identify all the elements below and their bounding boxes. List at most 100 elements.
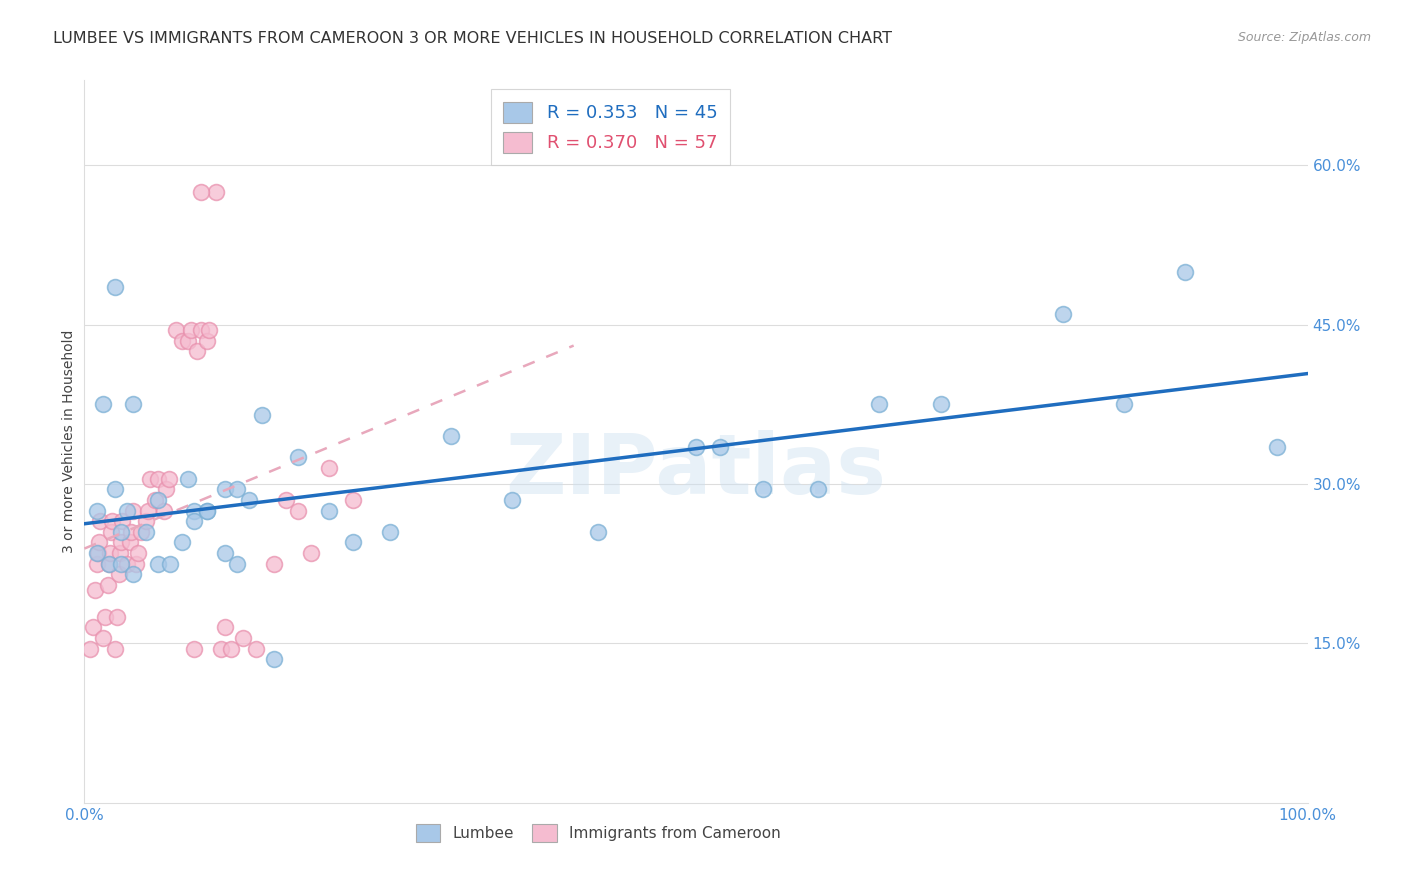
Point <box>87 535 110 549</box>
Point <box>100 524 122 539</box>
Point <box>214 483 236 497</box>
Point <box>98 546 121 560</box>
Point <box>440 429 463 443</box>
Point <box>122 503 145 517</box>
Point <box>104 483 127 497</box>
Point <box>380 524 402 539</box>
Legend: Lumbee, Immigrants from Cameroon: Lumbee, Immigrants from Cameroon <box>408 816 789 849</box>
Point <box>115 503 138 517</box>
Point <box>135 524 157 539</box>
Point <box>146 472 169 486</box>
Point <box>86 503 108 517</box>
Point <box>110 535 132 549</box>
Point <box>159 557 181 571</box>
Point <box>86 546 108 560</box>
Point <box>146 557 169 571</box>
Point <box>177 472 200 486</box>
Point <box>214 546 236 560</box>
Point <box>245 641 267 656</box>
Point <box>89 514 111 528</box>
Point <box>183 503 205 517</box>
Point <box>318 461 340 475</box>
Point <box>1265 440 1288 454</box>
Point <box>127 546 149 560</box>
Point <box>153 503 176 517</box>
Point <box>122 567 145 582</box>
Point <box>146 493 169 508</box>
Point <box>232 631 254 645</box>
Point <box>172 334 194 348</box>
Point <box>214 620 236 634</box>
Point <box>97 557 120 571</box>
Point <box>110 557 132 571</box>
Point <box>342 535 364 549</box>
Point <box>195 503 218 517</box>
Point <box>183 514 205 528</box>
Point <box>1114 397 1136 411</box>
Point <box>110 524 132 539</box>
Point <box>502 493 524 508</box>
Point <box>238 493 260 508</box>
Point <box>709 440 731 454</box>
Point <box>94 610 117 624</box>
Point <box>250 408 273 422</box>
Text: ZIPatlas: ZIPatlas <box>506 430 886 511</box>
Point <box>157 472 180 486</box>
Point <box>263 652 285 666</box>
Point <box>219 641 242 656</box>
Point <box>101 514 124 528</box>
Y-axis label: 3 or more Vehicles in Household: 3 or more Vehicles in Household <box>62 330 76 553</box>
Point <box>318 503 340 517</box>
Point <box>104 280 127 294</box>
Point <box>84 583 107 598</box>
Point <box>172 535 194 549</box>
Point <box>195 334 218 348</box>
Point <box>183 641 205 656</box>
Point <box>226 483 249 497</box>
Point <box>299 546 322 560</box>
Point <box>869 397 891 411</box>
Point <box>97 557 120 571</box>
Point <box>82 620 104 634</box>
Point <box>287 503 309 517</box>
Point <box>752 483 775 497</box>
Point <box>287 450 309 465</box>
Point <box>342 493 364 508</box>
Point <box>155 483 177 497</box>
Point <box>105 610 128 624</box>
Point <box>87 546 110 560</box>
Point <box>107 567 129 582</box>
Point <box>198 323 221 337</box>
Point <box>929 397 952 411</box>
Point <box>136 503 159 517</box>
Point <box>115 557 138 571</box>
Point <box>165 323 187 337</box>
Point <box>97 578 120 592</box>
Point <box>108 546 131 560</box>
Point <box>129 524 152 539</box>
Point <box>195 503 218 517</box>
Point <box>807 483 830 497</box>
Point <box>263 557 285 571</box>
Point <box>276 493 298 508</box>
Point <box>135 514 157 528</box>
Point <box>186 344 208 359</box>
Point <box>190 323 212 337</box>
Point <box>104 641 127 656</box>
Point <box>79 641 101 656</box>
Point <box>180 323 202 337</box>
Point <box>205 185 228 199</box>
Point <box>1052 307 1074 321</box>
Text: LUMBEE VS IMMIGRANTS FROM CAMEROON 3 OR MORE VEHICLES IN HOUSEHOLD CORRELATION C: LUMBEE VS IMMIGRANTS FROM CAMEROON 3 OR … <box>53 31 893 46</box>
Point <box>122 397 145 411</box>
Point <box>120 524 142 539</box>
Point <box>209 641 232 656</box>
Point <box>1174 264 1197 278</box>
Point <box>118 535 141 549</box>
Point <box>86 557 108 571</box>
Point <box>190 185 212 199</box>
Point <box>125 557 148 571</box>
Point <box>111 514 134 528</box>
Point <box>586 524 609 539</box>
Text: Source: ZipAtlas.com: Source: ZipAtlas.com <box>1237 31 1371 45</box>
